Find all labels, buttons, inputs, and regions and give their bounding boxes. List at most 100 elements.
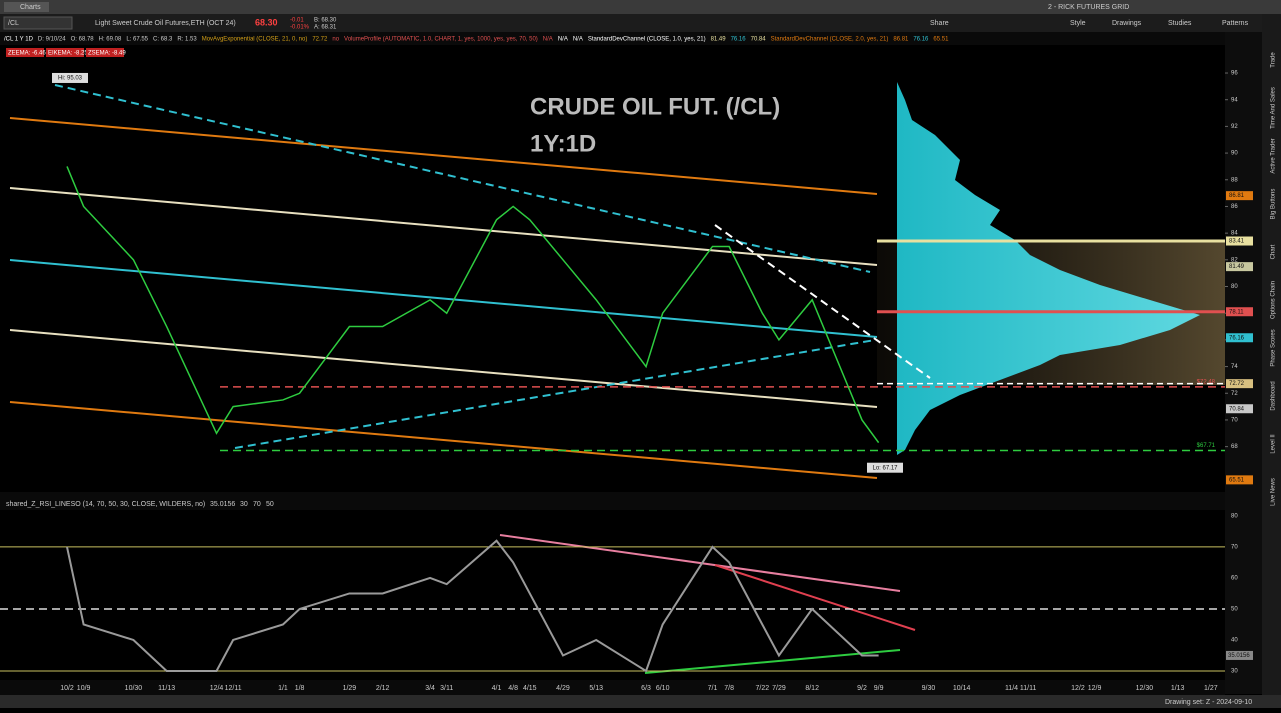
x-tick-label: 4/8 bbox=[508, 685, 518, 692]
symbol-box[interactable] bbox=[3, 16, 73, 30]
x-tick-label: 1/29 bbox=[343, 685, 357, 692]
extreme-label: Hi: 95.03 bbox=[58, 76, 83, 82]
x-tick-label: 4/15 bbox=[523, 685, 537, 692]
rsi-tag: 35.0156 bbox=[1228, 653, 1250, 659]
y-tick-label: 88 bbox=[1231, 177, 1238, 183]
sidebar-tab[interactable]: Time And Sales bbox=[1271, 87, 1277, 129]
ema-tag-bg bbox=[46, 48, 84, 57]
price-tag-bg bbox=[1226, 191, 1253, 201]
x-tick-label: 7/8 bbox=[724, 685, 734, 692]
y-tick-label: 96 bbox=[1231, 71, 1238, 77]
study-item: 72.72 bbox=[312, 37, 328, 43]
ema-tag-bg bbox=[86, 48, 124, 57]
sidebar-tab[interactable]: Live News bbox=[1271, 478, 1277, 506]
toolbar-buttons: Share Style Drawings Studies Patterns bbox=[930, 20, 1249, 27]
study-item: no bbox=[332, 37, 339, 43]
price-axis bbox=[1225, 32, 1262, 694]
rsi-param: 30 bbox=[240, 501, 248, 508]
price-tag-bg bbox=[1226, 307, 1253, 317]
study-item: 76.16 bbox=[913, 37, 929, 43]
rsi-trend-3 bbox=[644, 649, 901, 674]
toolbar-button[interactable]: Drawings bbox=[1112, 20, 1142, 27]
price-tag: 70.84 bbox=[1229, 406, 1245, 412]
tab[interactable] bbox=[4, 2, 49, 12]
x-tick-label: 1/13 bbox=[1171, 685, 1185, 692]
toolbar-button[interactable]: Share bbox=[930, 20, 949, 27]
uptrend bbox=[234, 339, 876, 449]
x-tick-label: 7/29 bbox=[772, 685, 786, 692]
sidebar-tab[interactable]: Level II bbox=[1271, 434, 1277, 454]
rsi-tick-label: 40 bbox=[1231, 638, 1238, 644]
short-downtrend bbox=[714, 224, 931, 379]
price-tag: 81.49 bbox=[1229, 264, 1245, 270]
x-tick-label: 7/1 bbox=[708, 685, 718, 692]
x-tick-label: 10/14 bbox=[953, 685, 971, 692]
x-tick-label: 12/9 bbox=[1088, 685, 1102, 692]
window-title: Charts bbox=[20, 4, 41, 11]
study-item: 70.84 bbox=[751, 37, 767, 43]
x-tick-label: 12/30 bbox=[1136, 685, 1154, 692]
x-tick-label: 7/22 bbox=[756, 685, 770, 692]
x-tick-label: 4/1 bbox=[492, 685, 502, 692]
price-line bbox=[66, 166, 880, 444]
toolbar-button[interactable]: Studies bbox=[1168, 20, 1192, 27]
price-tag-bg bbox=[1226, 262, 1253, 272]
price-tag: 78.11 bbox=[1229, 309, 1244, 315]
description: Light Sweet Crude Oil Futures,ETH (OCT 2… bbox=[95, 20, 236, 27]
study-item: O: 68.78 bbox=[71, 37, 95, 43]
price-tag-bg bbox=[1226, 236, 1253, 246]
sidebar-tab[interactable]: Phase Scores bbox=[1271, 329, 1277, 366]
study-item: StandardDevChannel (CLOSE, 1.0, yes, 21) bbox=[588, 37, 706, 43]
date-axis bbox=[0, 680, 1225, 695]
volume-profile bbox=[897, 82, 1200, 455]
x-tick-label: 2/12 bbox=[376, 685, 390, 692]
x-tick-label: 1/8 bbox=[295, 685, 305, 692]
sidebar-tab[interactable]: Chart bbox=[1271, 244, 1277, 259]
toolbar-button[interactable]: Patterns bbox=[1222, 20, 1249, 27]
x-tick-label: 12/11 bbox=[225, 685, 242, 692]
study-item: C: 68.3 bbox=[153, 37, 173, 43]
sidebar-tab[interactable]: Trade bbox=[1271, 52, 1277, 68]
annotation-title: CRUDE OIL FUT. (/CL) bbox=[530, 93, 780, 120]
study-item: /CL 1 Y 1D bbox=[4, 37, 34, 43]
study-item: 81.49 bbox=[711, 37, 727, 43]
channel-upper bbox=[9, 117, 878, 195]
sidebar-tab[interactable]: Dashboard bbox=[1271, 381, 1277, 410]
study-item: 65.51 bbox=[933, 37, 949, 43]
study-item: 76.16 bbox=[731, 37, 747, 43]
sidebar-tab[interactable]: Big Buttons bbox=[1271, 189, 1277, 220]
rsi-line bbox=[66, 539, 879, 673]
rsi-tag-bg bbox=[1226, 650, 1253, 660]
study-item: R: 1.53 bbox=[177, 37, 197, 43]
study-item: N/A bbox=[543, 37, 553, 43]
x-tick-label: 10/9 bbox=[77, 685, 91, 692]
price-tag-bg bbox=[1226, 475, 1253, 485]
ema-tag-bg bbox=[6, 48, 44, 57]
sidebar-tab[interactable]: Active Trader bbox=[1271, 138, 1277, 173]
ema-tag: ZEEMA: -6.46 bbox=[8, 51, 46, 57]
last-price: 68.30 bbox=[255, 17, 278, 27]
ema-tag: EIKEMA: -8.25 bbox=[48, 51, 88, 57]
rsi-tick-label: 50 bbox=[1231, 607, 1238, 613]
study-item: N/A bbox=[573, 37, 583, 43]
sidebar-tab[interactable]: Options Chain bbox=[1271, 281, 1277, 319]
study-item: 86.81 bbox=[893, 37, 909, 43]
price-tag: 72.72 bbox=[1229, 381, 1245, 387]
price-tag: 86.81 bbox=[1229, 193, 1245, 199]
x-tick-label: 11/4 bbox=[1005, 685, 1018, 692]
downtrend bbox=[54, 84, 871, 273]
sidebar bbox=[1262, 14, 1281, 695]
extreme-label: Lo: 67.17 bbox=[872, 465, 898, 471]
x-tick-label: 4/29 bbox=[556, 685, 570, 692]
x-tick-label: 12/4 bbox=[210, 685, 224, 692]
x-tick-label: 8/12 bbox=[805, 685, 819, 692]
title-bar bbox=[0, 0, 1281, 14]
rsi-param: 50 bbox=[266, 501, 274, 508]
x-tick-label: 12/2 bbox=[1071, 685, 1085, 692]
study-item: L: 67.55 bbox=[126, 37, 148, 43]
toolbar-button[interactable]: Style bbox=[1070, 20, 1086, 27]
study-header: /CL 1 Y 1D D: 9/10/24 O: 68.78 H: 69.08 L: 6… bbox=[4, 37, 949, 43]
x-tick-label: 9/2 bbox=[857, 685, 867, 692]
x-tick-label: 1/27 bbox=[1204, 685, 1218, 692]
